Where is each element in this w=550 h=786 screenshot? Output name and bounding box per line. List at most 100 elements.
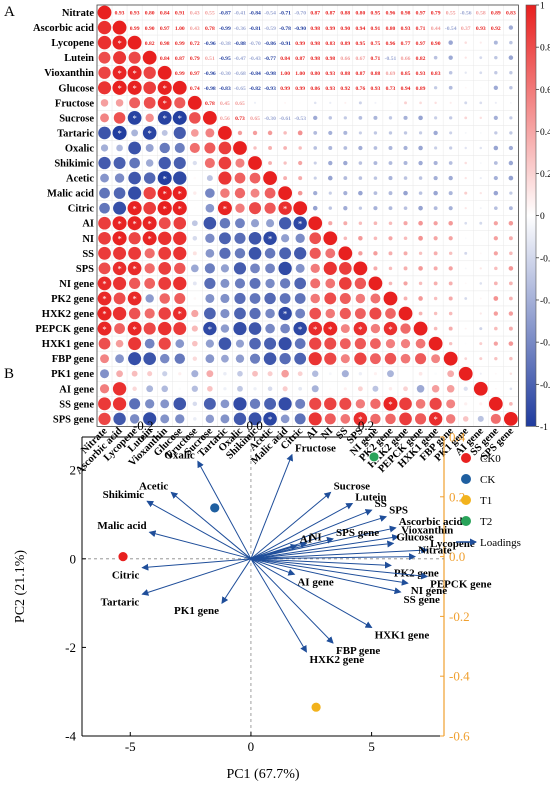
correlation-circle bbox=[127, 321, 142, 336]
correlation-circle bbox=[158, 262, 172, 275]
correlation-circle bbox=[343, 387, 347, 391]
sample-point-t2 bbox=[368, 451, 380, 463]
correlation-circle bbox=[309, 307, 322, 320]
correlation-dot bbox=[448, 40, 453, 45]
correlation-circle bbox=[203, 321, 217, 336]
correlation-value: -0.56 bbox=[460, 11, 472, 17]
correlation-dot bbox=[374, 101, 377, 104]
correlation-value: 0.44 bbox=[431, 26, 441, 32]
significance-star: * bbox=[148, 128, 152, 138]
significance-star: * bbox=[268, 414, 272, 424]
correlation-dot bbox=[494, 131, 498, 135]
loading-arrow-ss-gene bbox=[250, 558, 402, 595]
correlation-circle bbox=[127, 65, 142, 80]
correlation-circle bbox=[160, 399, 170, 409]
correlation-dot bbox=[328, 191, 332, 195]
correlation-dot bbox=[494, 387, 497, 390]
loading-label-sucrose: Sucrose bbox=[334, 480, 371, 492]
correlation-dot bbox=[388, 236, 393, 241]
correlation-dot bbox=[313, 131, 318, 135]
correlation-dot bbox=[464, 116, 468, 120]
significance-star: * bbox=[133, 83, 137, 93]
correlation-circle bbox=[237, 370, 243, 377]
correlation-dot bbox=[464, 161, 467, 165]
correlation-circle bbox=[173, 322, 187, 336]
correlation-circle bbox=[249, 202, 262, 215]
diagonal-circle bbox=[233, 141, 247, 155]
correlation-dot bbox=[434, 116, 438, 120]
correlation-dot bbox=[358, 101, 362, 105]
diagonal-circle bbox=[368, 276, 383, 291]
correlation-circle bbox=[97, 81, 112, 95]
correlation-circle bbox=[263, 412, 277, 426]
correlation-value: -0.59 bbox=[264, 26, 276, 32]
correlation-value: -0.83 bbox=[219, 86, 231, 92]
correlation-dot bbox=[464, 207, 467, 210]
correlation-circle bbox=[191, 370, 199, 378]
correlation-circle bbox=[128, 232, 141, 245]
correlation-circle bbox=[97, 35, 112, 50]
correlation-dot bbox=[448, 175, 453, 181]
loading-label-pepck-gene: PEPCK gene bbox=[430, 579, 492, 591]
correlation-value: 0.98 bbox=[310, 41, 320, 47]
loading-arrow-ascorbic-acid bbox=[250, 525, 397, 560]
correlation-dot bbox=[373, 191, 378, 195]
correlation-dot bbox=[253, 146, 257, 150]
correlation-circle bbox=[175, 339, 185, 348]
correlation-value: 0.37 bbox=[461, 26, 471, 32]
correlation-circle bbox=[294, 413, 306, 425]
correlation-circle bbox=[265, 278, 275, 289]
correlation-dot bbox=[479, 176, 482, 180]
loading-arrow-lutein bbox=[250, 502, 354, 560]
correlation-circle bbox=[127, 111, 142, 125]
correlation-value: 0.74 bbox=[190, 86, 200, 92]
correlation-circle bbox=[127, 291, 142, 306]
correlation-value: 0.73 bbox=[235, 116, 245, 122]
correlation-circle bbox=[191, 385, 198, 392]
correlation-dot bbox=[479, 312, 482, 315]
correlation-circle bbox=[324, 337, 337, 350]
correlation-value: 0.89 bbox=[340, 41, 350, 47]
correlation-value: 0.87 bbox=[325, 11, 335, 17]
correlation-circle bbox=[223, 387, 227, 391]
significance-star: * bbox=[102, 279, 106, 289]
correlation-dot bbox=[509, 131, 513, 135]
loading-label-fructose: Fructose bbox=[295, 443, 336, 455]
correlation-circle bbox=[308, 352, 322, 366]
loading-arrow-sucrose bbox=[250, 491, 332, 560]
correlation-value: -0.78 bbox=[279, 26, 291, 32]
correlation-value: 0.78 bbox=[205, 26, 215, 32]
correlation-circle bbox=[295, 263, 305, 273]
correlation-circle bbox=[128, 337, 142, 351]
loading-arrow-hxk2-gene bbox=[250, 558, 307, 653]
correlation-dot bbox=[403, 115, 408, 120]
correlation-circle bbox=[204, 263, 215, 274]
correlation-circle bbox=[205, 293, 215, 303]
correlation-circle bbox=[173, 156, 186, 170]
correlation-value: -0.88 bbox=[234, 41, 246, 47]
correlation-dot bbox=[418, 115, 423, 121]
correlation-circle bbox=[205, 248, 215, 258]
correlation-value: -0.82 bbox=[249, 86, 261, 92]
correlation-circle bbox=[97, 321, 112, 336]
correlation-circle bbox=[477, 415, 484, 422]
correlation-circle bbox=[159, 293, 170, 304]
significance-star: * bbox=[117, 218, 121, 228]
correlation-circle bbox=[145, 399, 155, 409]
correlation-dot bbox=[403, 251, 408, 256]
correlation-circle bbox=[309, 232, 322, 245]
loading-label-pk1-gene: PK1 gene bbox=[174, 605, 219, 617]
correlation-dot bbox=[509, 372, 513, 375]
correlation-dot bbox=[434, 101, 437, 105]
correlation-dot bbox=[433, 221, 438, 226]
correlation-value: 0.97 bbox=[160, 26, 170, 32]
correlation-dot bbox=[328, 160, 333, 166]
correlation-circle bbox=[340, 354, 350, 364]
correlation-circle bbox=[295, 308, 306, 319]
correlation-value: 0.93 bbox=[401, 26, 411, 32]
loading-arrow-citric bbox=[141, 558, 251, 571]
correlation-circle bbox=[189, 142, 200, 154]
correlation-circle bbox=[174, 142, 185, 154]
correlation-circle bbox=[372, 385, 379, 392]
legend-label-ck: CK bbox=[480, 474, 495, 486]
